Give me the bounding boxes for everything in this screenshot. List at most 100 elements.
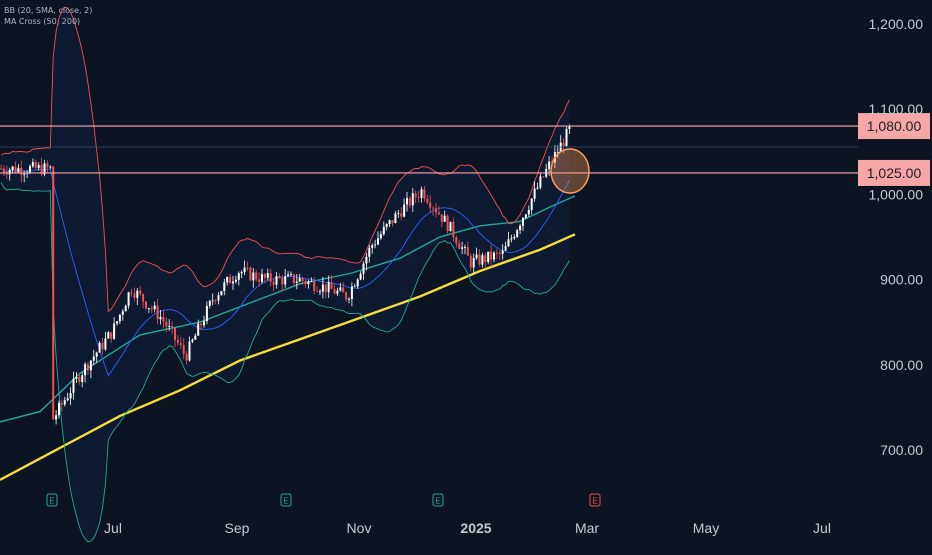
candle-body [408,198,411,206]
candle-body [200,323,203,326]
candle-body [174,327,176,341]
candle-body [243,267,246,273]
candle-body [565,128,568,147]
candle-body [368,247,371,257]
candle-body [188,341,191,361]
level-badge [858,159,930,186]
indicator-legend: BB (20, SMA, close, 2) MA Cross (50, 200… [4,5,92,27]
candle-body [437,212,440,215]
candle-body [52,166,55,420]
candle-body [37,164,40,169]
candle-body [446,215,449,232]
candle-body [226,277,229,283]
candle-body [203,321,205,326]
bb-upper-line[interactable] [0,6,570,313]
bb-legend-label[interactable]: BB (20, SMA, close, 2) [4,6,93,15]
candle-body [292,274,295,283]
svg-text:E: E [592,497,597,506]
ma200-line[interactable] [0,233,576,481]
candle-body [397,213,400,214]
candle-body [159,316,162,320]
candle-body [95,352,98,357]
candle-body [490,251,493,260]
candle-body [333,288,336,294]
candle-body [411,193,414,206]
candle-body [87,364,89,371]
candle-body [365,256,368,264]
candle-body [145,301,147,309]
candle-body [295,281,298,283]
candle-body [324,284,327,293]
price-tick-label: 1,200.00 [869,16,924,32]
candle-body [493,252,495,260]
candle-body [29,166,31,173]
candle-body [391,220,394,224]
earnings-marker-icon[interactable]: E [589,493,601,507]
candle-body [75,376,78,379]
candle-body [98,342,101,353]
candle-body [568,126,571,129]
candle-body [23,173,26,175]
earnings-marker-icon[interactable]: E [432,493,444,507]
candle-body [223,282,226,292]
candle-body [133,293,136,298]
bb-lower-line[interactable] [0,182,570,543]
ma-cross-legend-label[interactable]: MA Cross (50, 200) [4,17,81,26]
candle-body [382,226,385,235]
candle-body [495,252,498,254]
candle-body [362,263,365,274]
candle-body [49,166,52,168]
time-tick-label: Jul [813,520,831,536]
candle-body [20,167,23,175]
candle-body [124,305,127,312]
candle-body [249,267,252,281]
candle-body [307,281,310,285]
candle-body [191,339,194,342]
time-tick-label: Mar [575,520,599,536]
candle-body [89,360,92,371]
earnings-marker-icon[interactable]: E [46,493,58,507]
price-axis: 700.00 800.00 900.00 1,000.00 1,100.00 1,200.… [869,16,924,458]
level-badge-label: 1,080.00 [867,118,922,134]
candle-body [400,213,403,217]
candle-body [275,276,278,285]
candle-body [310,281,313,282]
candle-body [385,224,388,227]
candle-body [255,272,258,280]
candle-body [58,403,60,416]
price-tick-label: 1,100.00 [869,101,924,117]
candle-body [345,292,348,300]
candle-body [443,215,446,222]
time-tick-label: Sep [225,520,250,536]
candle-body [403,204,406,217]
candle-body [116,321,118,324]
candle-body [449,221,452,232]
candle-body [510,238,513,240]
candle-body [284,276,287,285]
candle-body [432,207,435,209]
candle-body [348,299,350,300]
candle-body [72,378,75,394]
candle-body [205,305,208,322]
candle-body [484,255,487,262]
candle-body [516,230,519,237]
highlight-circle[interactable] [550,148,590,194]
candle-body [208,300,211,306]
candle-body [298,278,301,282]
candle-body [522,217,524,226]
candle-body [179,343,182,346]
candle-body [498,252,501,254]
candle-body [34,162,37,169]
candle-body [69,393,72,399]
candle-body [417,197,420,199]
candle-body [377,238,379,245]
candle-body [11,166,14,170]
candle-body [55,415,58,420]
candle-body [423,189,426,199]
earnings-marker-icon[interactable]: E [280,493,292,507]
candle-body [278,276,281,278]
candle-body [281,277,284,285]
